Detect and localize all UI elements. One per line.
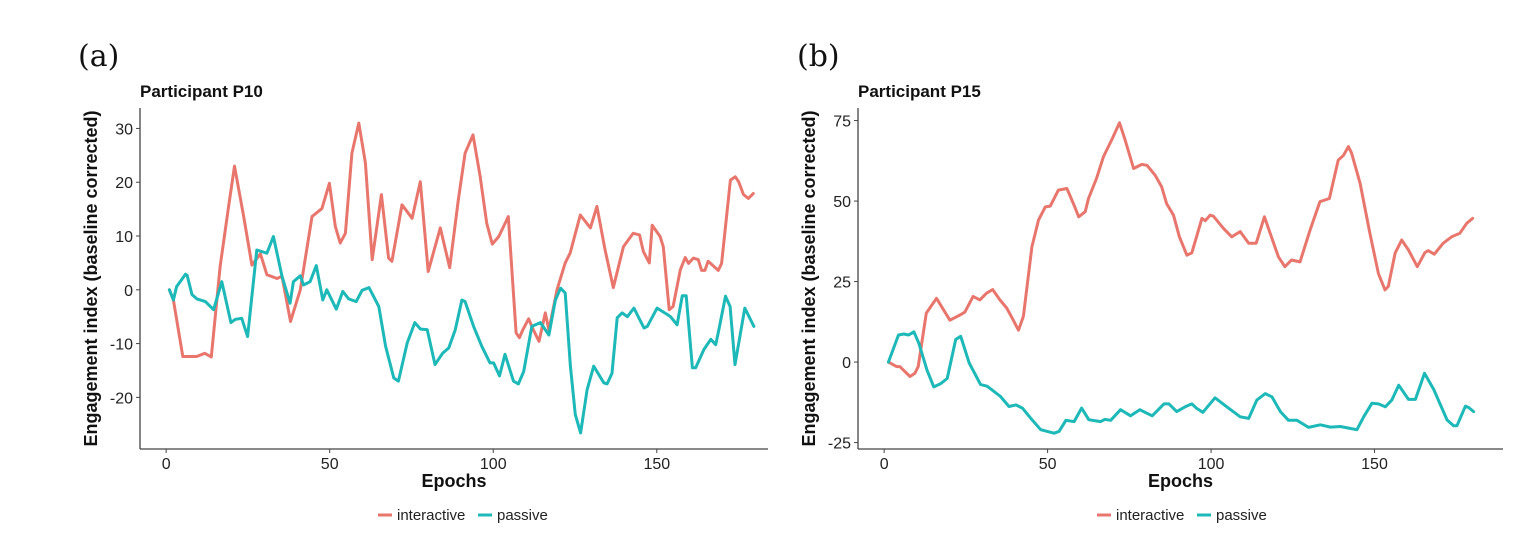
y-tick-label: 20 [115, 175, 133, 192]
x-tick-label: 100 [480, 456, 507, 473]
x-tick-label: 0 [880, 456, 889, 473]
y-axis-label: Engagement index (baseline corrected) [81, 110, 101, 446]
panel-a: (a) Participant P10 Engagement index (base… [78, 39, 768, 524]
series-line-interactive [167, 121, 755, 359]
x-axis-label: Epochs [421, 471, 486, 491]
y-axis-label: Engagement index (baseline corrected) [799, 110, 819, 446]
y-tick-label: 75 [833, 114, 851, 131]
x-tick-label: 150 [643, 456, 670, 473]
y-tick-label: 50 [833, 194, 851, 211]
legend-label-interactive: interactive [1116, 507, 1184, 524]
y-tick-label: 25 [833, 275, 851, 292]
y-tick-label: -20 [110, 390, 133, 407]
series-line-interactive [886, 121, 1475, 378]
x-tick-label: 150 [1361, 456, 1388, 473]
y-tick-label: 30 [115, 121, 133, 138]
panel-label: (b) [797, 39, 840, 74]
x-tick-label: 0 [162, 456, 171, 473]
panel-b: (b) Participant P15 Engagement index (base… [797, 39, 1503, 524]
y-tick-label: 0 [124, 283, 133, 300]
x-tick-label: 50 [321, 456, 339, 473]
series-line-passive [167, 235, 756, 435]
y-tick-label: -25 [828, 436, 851, 453]
chart-title: Participant P15 [858, 82, 981, 101]
legend-label-passive: passive [497, 507, 548, 524]
legend-label-interactive: interactive [397, 507, 465, 524]
chart-title: Participant P10 [140, 82, 263, 101]
x-tick-label: 50 [1039, 456, 1057, 473]
x-tick-label: 100 [1198, 456, 1225, 473]
y-tick-label: 0 [842, 355, 851, 372]
legend-label-passive: passive [1216, 507, 1267, 524]
panel-label: (a) [78, 39, 119, 74]
y-tick-label: 10 [115, 229, 133, 246]
y-tick-label: -10 [110, 337, 133, 354]
x-axis-label: Epochs [1148, 471, 1213, 491]
series-line-passive [886, 330, 1476, 435]
